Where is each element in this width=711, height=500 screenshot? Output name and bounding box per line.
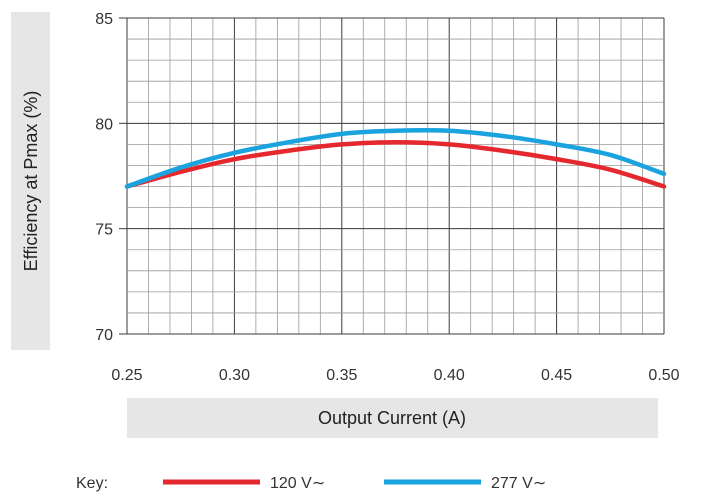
x-tick-label: 0.25 [111,367,142,384]
y-tick-label: 75 [95,222,113,239]
legend: Key: 120 V∼ 277 V∼ [76,475,546,492]
x-axis-title: Output Current (A) [318,408,466,428]
x-tick-label: 0.30 [219,367,250,384]
series-lines [124,127,667,189]
x-tick-label: 0.50 [648,367,679,384]
y-axis-title: Efficiency at Pmax (%) [21,91,41,272]
y-axis-title-panel [11,12,50,350]
x-axis-title-panel [127,398,658,438]
grid [119,17,665,335]
tick-labels: 70 75 80 85 0.25 0.30 0.35 0.40 0.45 0.50 [95,11,679,384]
legend-label-277v: 277 V∼ [491,475,546,492]
legend-label-120v: 120 V∼ [270,475,325,492]
legend-key-label: Key: [76,475,108,492]
x-tick-label: 0.45 [541,367,572,384]
x-tick-label: 0.35 [326,367,357,384]
y-tick-label: 85 [95,11,113,28]
x-tick-label: 0.40 [434,367,465,384]
series-line-120v [124,140,667,189]
y-tick-label: 70 [95,327,113,344]
series-line-277v [124,127,667,189]
y-tick-label: 80 [95,116,113,133]
